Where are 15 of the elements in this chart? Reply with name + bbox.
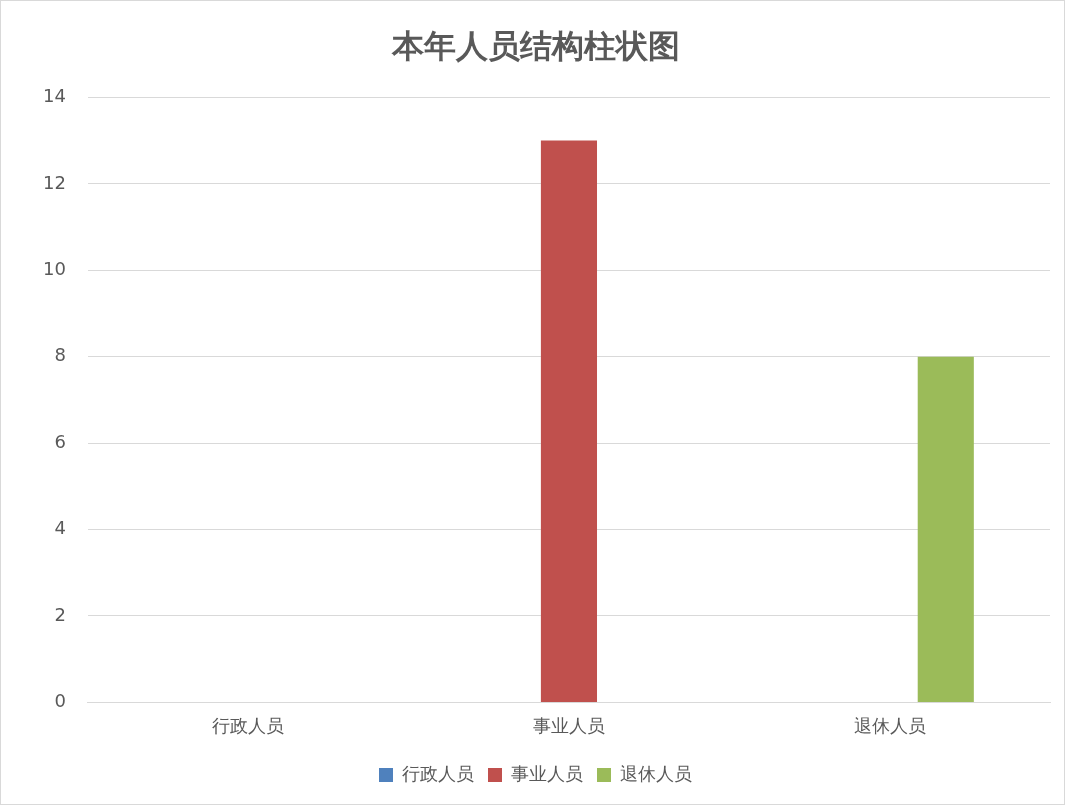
y-tick-label: 12 — [43, 171, 66, 193]
x-tick-label: 事业人员 — [532, 714, 605, 736]
x-tick-label: 行政人员 — [212, 714, 285, 736]
legend-label: 退休人员 — [620, 762, 692, 784]
y-tick-label: 14 — [43, 85, 66, 107]
legend-label: 行政人员 — [402, 762, 474, 784]
chart-title: 本年人员结构柱状图 — [390, 26, 680, 65]
x-tick-label: 退休人员 — [853, 714, 926, 736]
y-tick-label: 8 — [54, 344, 66, 366]
y-tick-label: 2 — [54, 603, 66, 625]
legend-label: 事业人员 — [511, 762, 583, 784]
y-tick-label: 4 — [54, 517, 66, 539]
y-tick-label: 10 — [43, 257, 66, 279]
y-tick-label: 6 — [54, 430, 66, 452]
y-tick-label: 0 — [54, 690, 66, 712]
